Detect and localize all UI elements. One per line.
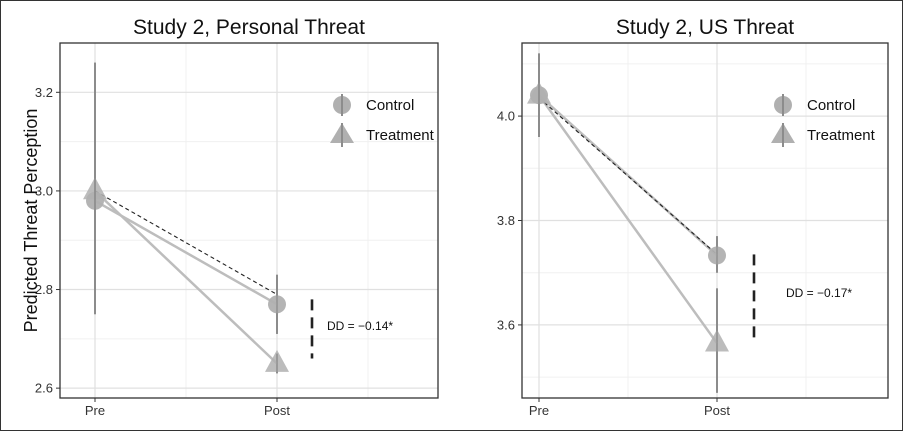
y-tick-label: 2.8 xyxy=(35,282,53,297)
legend-label-control: Control xyxy=(366,97,414,114)
panel-personal-threat: DD = −0.14* Control Treatment 2.6 2.8 3.0 3.2 P… xyxy=(21,16,439,418)
panel-border xyxy=(59,42,439,399)
legend-label-treatment: Treatment xyxy=(366,127,435,144)
x-tick-label: Post xyxy=(264,403,290,418)
dd-annotation: DD = −0.14* xyxy=(327,319,393,333)
x-tick-label: Pre xyxy=(529,403,549,418)
x-tick-label: Pre xyxy=(85,403,105,418)
panel-title: Study 2, US Threat xyxy=(616,16,794,39)
series-line-treatment xyxy=(537,94,719,344)
legend-label-control: Control xyxy=(807,97,855,114)
y-axis-label: Predicted Threat Perception xyxy=(21,109,41,333)
panel-us-threat: DD = −0.17* Control Treatment 3.6 3.8 4.0 Pre P… xyxy=(497,16,889,418)
y-tick-label: 3.8 xyxy=(497,213,515,228)
panel-title: Study 2, Personal Threat xyxy=(133,16,365,39)
y-tick-label: 3.6 xyxy=(497,317,515,332)
counterfactual-dashed-line xyxy=(538,97,718,255)
legend-label-treatment: Treatment xyxy=(807,127,876,144)
series-line-treatment xyxy=(94,190,278,365)
y-tick-label: 3.0 xyxy=(35,183,53,198)
x-tick-label: Post xyxy=(704,403,730,418)
y-tick-label: 4.0 xyxy=(497,109,515,124)
dd-annotation: DD = −0.17* xyxy=(786,286,852,300)
y-tick-label: 2.6 xyxy=(35,381,53,396)
y-tick-label: 3.2 xyxy=(35,85,53,100)
